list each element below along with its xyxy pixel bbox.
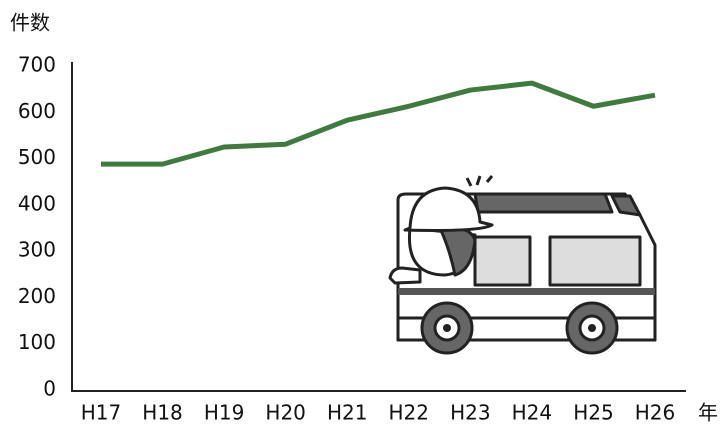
y-tick-label: 400 xyxy=(18,191,56,215)
y-tick-label: 100 xyxy=(18,330,56,354)
y-tick-label: 200 xyxy=(18,284,56,308)
y-tick-label: 600 xyxy=(18,99,56,123)
y-tick-label: 700 xyxy=(18,53,56,77)
x-tick-label: H20 xyxy=(265,401,306,425)
chart: 件数 年 0 100 200 300 400 500 600 700 H17 H18 H19 H20 H… xyxy=(0,0,723,430)
x-tick-label: H24 xyxy=(512,401,553,425)
y-tick-label: 300 xyxy=(18,238,56,262)
y-tick-label: 0 xyxy=(43,377,56,401)
y-tick-label: 500 xyxy=(18,145,56,169)
data-line xyxy=(101,83,655,164)
x-tick-label: H26 xyxy=(635,401,676,425)
x-tick-label: H17 xyxy=(81,401,122,425)
illustration-van xyxy=(390,176,655,353)
x-tick-label: H23 xyxy=(450,401,491,425)
x-tick-label: H19 xyxy=(204,401,245,425)
x-tick-label: H21 xyxy=(327,401,368,425)
x-tick-label: H25 xyxy=(573,401,614,425)
x-tick-label: H18 xyxy=(142,401,183,425)
x-tick-label: H22 xyxy=(389,401,430,425)
y-axis-title: 件数 xyxy=(10,11,50,35)
x-axis-title: 年 xyxy=(698,401,718,425)
